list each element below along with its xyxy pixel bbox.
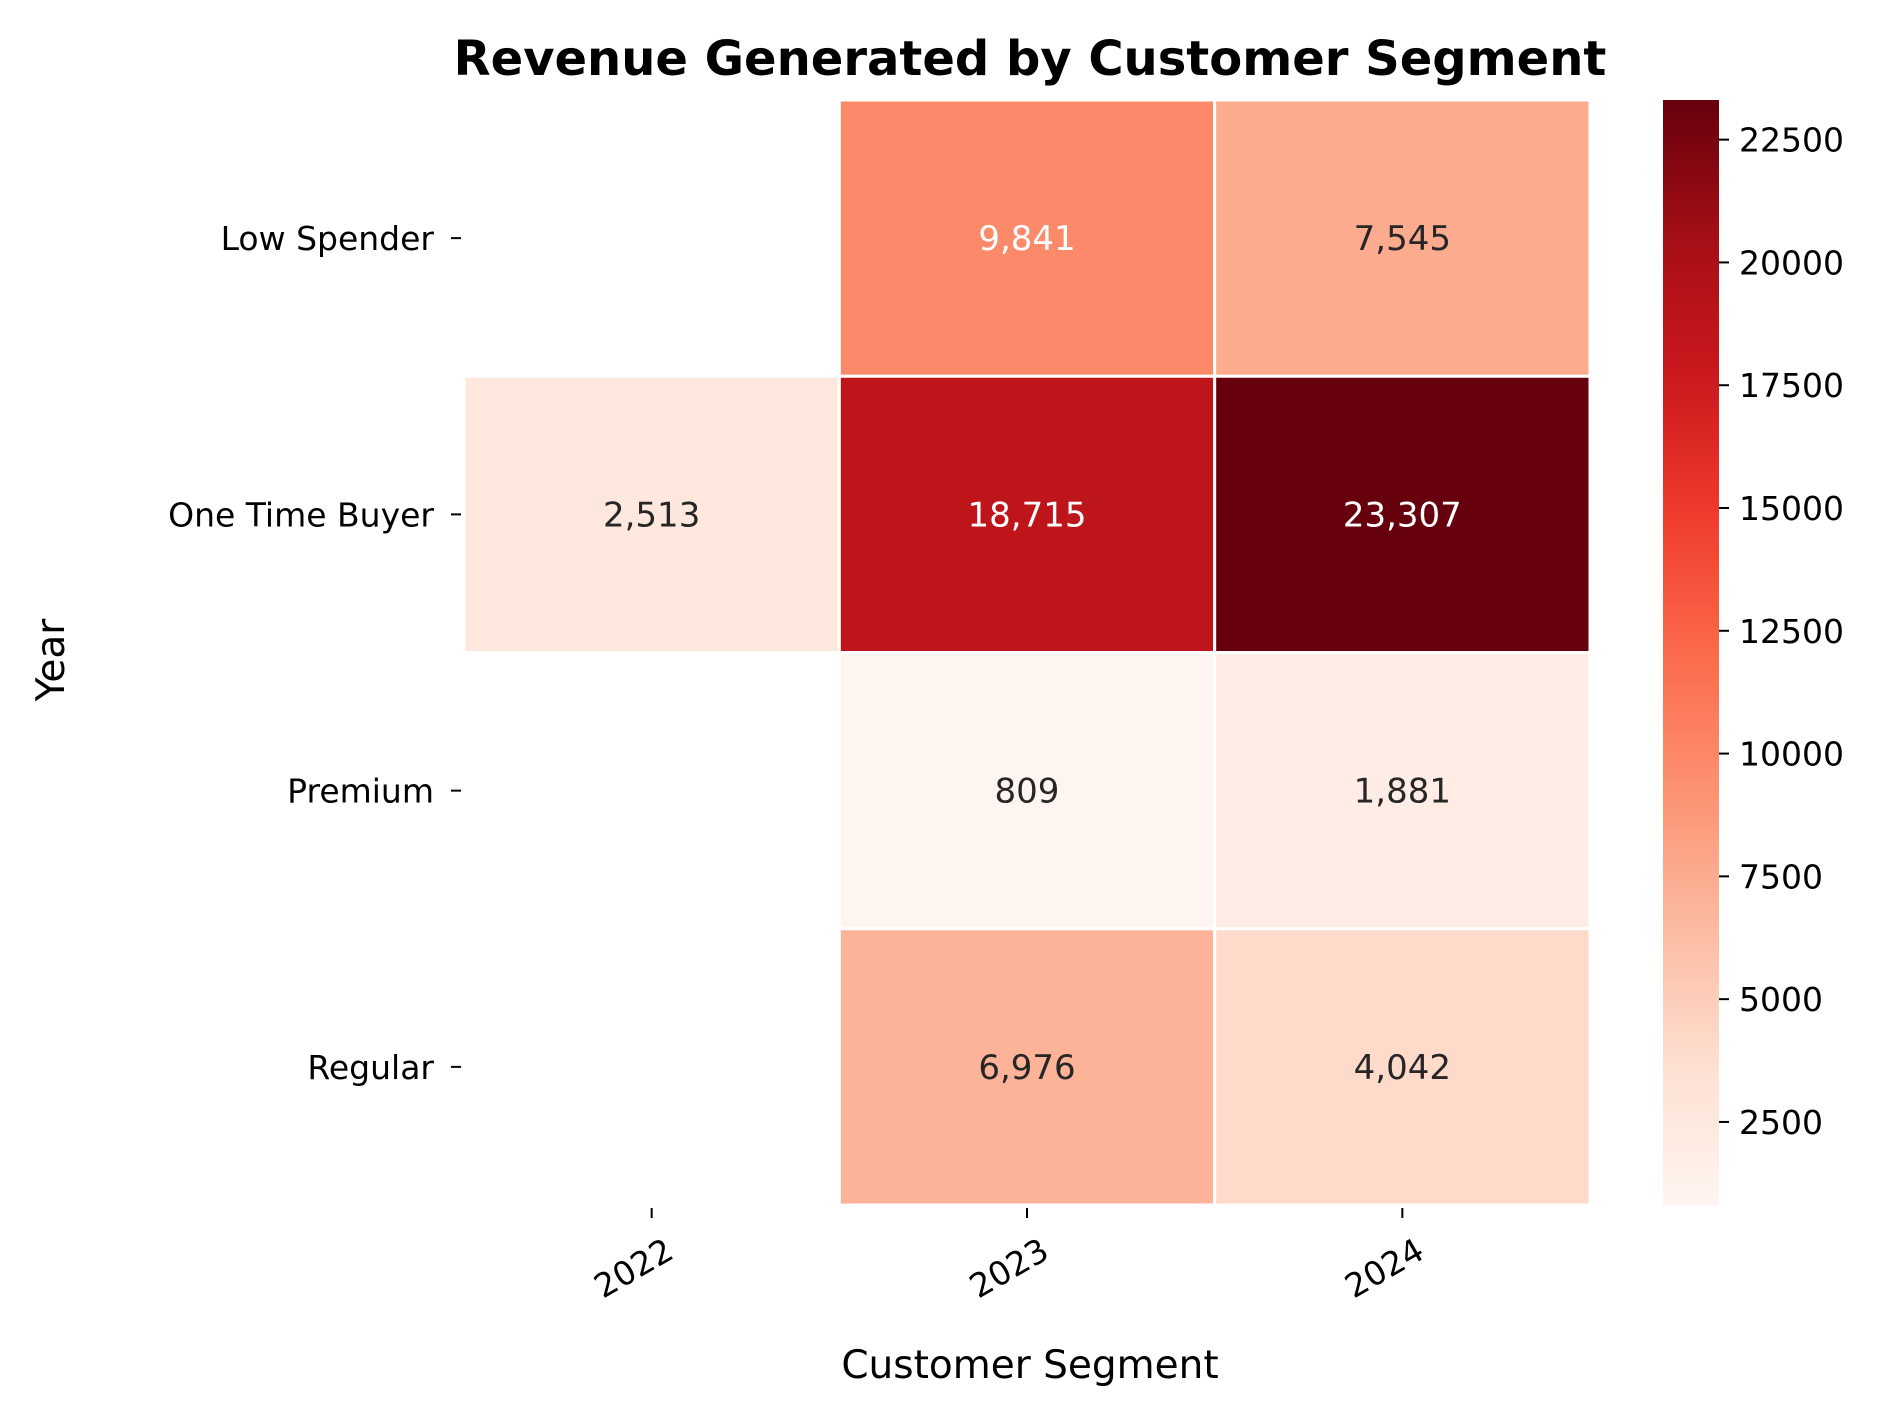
heatmap-cell <box>1213 374 1592 654</box>
colorbar-tick-label: 22500 <box>1739 121 1844 160</box>
y-axis-ticks: Low Spender One Time Buyer Premium Regular <box>168 219 461 1087</box>
colorbar-tick-label: 10000 <box>1739 735 1844 774</box>
colorbar-tick-label: 12500 <box>1739 612 1844 651</box>
y-tick-label: Regular <box>307 1048 434 1087</box>
heatmap-cell <box>837 927 1217 1207</box>
cell-value-label: 18,715 <box>968 495 1087 535</box>
heatmap-cells: 9,841 7,545 2,513 18,715 23,307 809 1,881 6,976… <box>462 98 1592 1207</box>
heatmap-cell <box>1213 927 1592 1207</box>
y-tick-label: Premium <box>287 772 434 811</box>
y-tick-label: One Time Buyer <box>168 495 434 534</box>
x-axis-label: Customer Segment <box>841 1343 1218 1388</box>
colorbar-tick-label: 17500 <box>1739 366 1844 405</box>
chart-title: Revenue Generated by Customer Segment <box>454 31 1607 87</box>
cell-value-label: 23,307 <box>1343 495 1462 535</box>
y-tick-label: Low Spender <box>221 219 435 258</box>
x-tick-label: 2022 <box>587 1230 679 1306</box>
x-axis-ticks: 2022 2023 2024 <box>587 1208 1430 1306</box>
colorbar-tick-label: 5000 <box>1739 980 1823 1019</box>
colorbar-tick-label: 15000 <box>1739 489 1844 528</box>
cell-value-label: 6,976 <box>978 1048 1075 1088</box>
colorbar-tick-label: 20000 <box>1739 243 1844 282</box>
heatmap-cell <box>1213 98 1592 378</box>
x-tick-label: 2024 <box>1338 1230 1430 1306</box>
cell-value-label: 7,545 <box>1354 219 1451 259</box>
y-axis-label: Year <box>29 618 74 703</box>
cell-value-label: 809 <box>995 772 1060 812</box>
heatmap-cell <box>837 374 1217 654</box>
colorbar-tick-label: 7500 <box>1739 857 1823 896</box>
cell-value-label: 2,513 <box>603 495 700 535</box>
heatmap-cell <box>837 98 1217 378</box>
colorbar-gradient <box>1663 100 1719 1205</box>
cell-value-label: 1,881 <box>1354 772 1451 812</box>
colorbar: 2500 5000 7500 10000 12500 15000 17500 20000 225… <box>1663 100 1844 1205</box>
heatmap-cell <box>837 651 1217 931</box>
colorbar-tick-label: 2500 <box>1739 1103 1823 1142</box>
heatmap-cell <box>462 374 841 654</box>
x-tick-label: 2023 <box>963 1230 1055 1306</box>
cell-value-label: 9,841 <box>978 219 1075 259</box>
cell-value-label: 4,042 <box>1354 1048 1451 1088</box>
